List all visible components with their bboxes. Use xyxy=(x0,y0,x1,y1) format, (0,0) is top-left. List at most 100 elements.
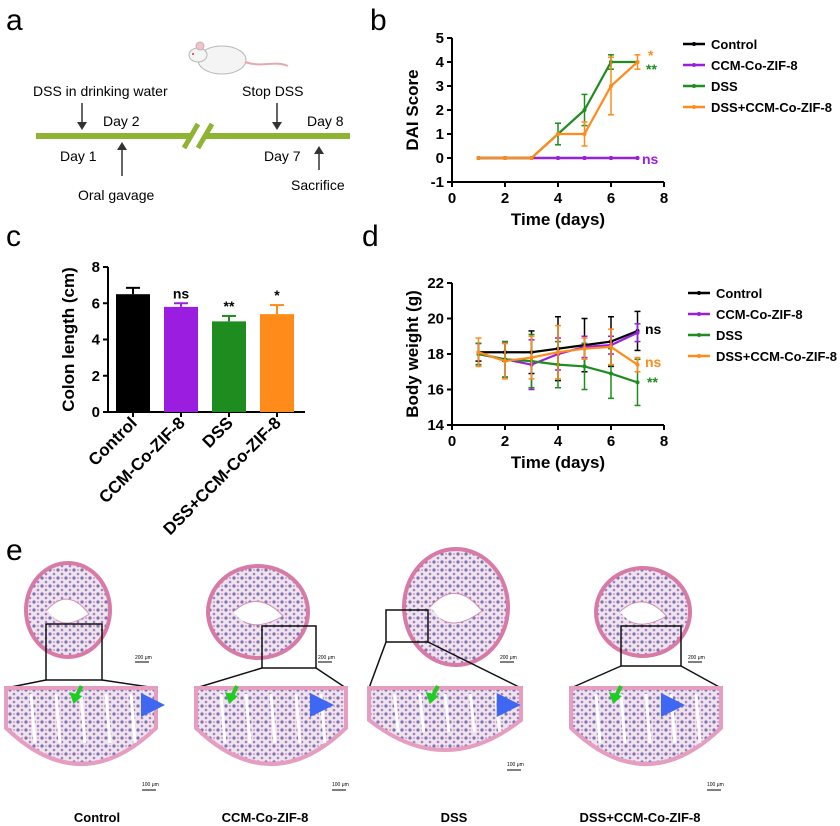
data-point xyxy=(476,350,481,355)
significance-label: * xyxy=(648,47,654,63)
crypt-gap xyxy=(468,693,476,733)
significance-label: ns xyxy=(642,151,659,167)
y-tick-label: 6 xyxy=(92,295,100,312)
x-axis-label: Time (days) xyxy=(511,210,605,229)
histology-caption: DSS xyxy=(441,810,468,825)
green-arrowhead-icon xyxy=(225,692,238,704)
scale-bar-label: 100 μm xyxy=(332,782,349,788)
legend-marker xyxy=(697,312,701,316)
x-tick-label: 0 xyxy=(448,190,456,207)
y-axis-label: Colon length (cm) xyxy=(59,267,78,411)
data-point xyxy=(503,156,507,160)
data-point xyxy=(635,60,640,64)
label-day7: Day 7 xyxy=(264,148,301,164)
label-dss-water: DSS in drinking water xyxy=(33,83,168,99)
scale-bar-label: 200 μm xyxy=(500,655,517,661)
x-tick-label: 4 xyxy=(554,433,563,450)
y-tick-label: 22 xyxy=(427,275,444,292)
scale-bar-label: 200 μm xyxy=(318,655,335,661)
data-point xyxy=(476,156,481,160)
arrow-oral-head xyxy=(117,142,127,150)
label-day8: Day 8 xyxy=(307,113,344,129)
panel-label-a: a xyxy=(6,4,23,37)
y-tick-label: 0 xyxy=(436,150,444,167)
legend-marker xyxy=(692,42,696,46)
histology-caption: DSS+CCM-Co-ZIF-8 xyxy=(580,810,701,825)
zoom-box xyxy=(45,623,103,681)
data-point xyxy=(609,84,613,88)
scale-bar-label: 100 μm xyxy=(507,762,524,768)
y-tick-label: 18 xyxy=(427,346,444,363)
histology-section-3: 200 μm 100 μm DSS+CCM-Co-ZIF-8 xyxy=(569,566,724,825)
legend-marker xyxy=(697,333,701,337)
significance-label: ** xyxy=(224,298,235,314)
magnified-section xyxy=(194,686,348,766)
x-tick-label: 2 xyxy=(501,190,509,207)
crypt-gap xyxy=(594,693,602,744)
arrow-stop-head xyxy=(272,122,282,130)
significance-label: ns xyxy=(173,285,190,301)
zoom-line-right xyxy=(427,641,522,689)
x-tick-label: 4 xyxy=(554,190,563,207)
significance-label: ** xyxy=(647,374,658,390)
data-point xyxy=(609,371,613,376)
legend-marker xyxy=(692,84,696,88)
panel-label-b: b xyxy=(370,4,387,37)
zoom-line-left xyxy=(195,667,263,689)
bar xyxy=(212,321,246,412)
y-tick-label: 5 xyxy=(436,30,444,47)
y-tick-label: 0 xyxy=(92,404,100,421)
label-sacrifice: Sacrifice xyxy=(291,177,345,193)
data-point xyxy=(556,132,560,136)
legend-label: DSS+CCM-Co-ZIF-8 xyxy=(711,100,832,115)
crypt-gap xyxy=(104,693,112,744)
x-tick-label: CCM-Co-ZIF-8 xyxy=(95,413,189,507)
histology-caption: Control xyxy=(74,810,120,825)
panel-label-e: e xyxy=(6,534,23,567)
crypt-gap xyxy=(294,693,302,744)
label-day1: Day 1 xyxy=(60,148,97,164)
legend-label: CCM-Co-ZIF-8 xyxy=(716,307,803,322)
x-tick-label: 8 xyxy=(660,190,668,207)
zoom-line-left xyxy=(570,665,622,689)
crypt-gap xyxy=(694,693,702,744)
magnified-section xyxy=(367,686,523,752)
scale-bar-label: 100 μm xyxy=(142,782,159,788)
panel-label-d: d xyxy=(362,220,379,253)
data-point xyxy=(609,344,613,349)
crypt-gap xyxy=(244,693,252,744)
label-day2: Day 2 xyxy=(103,113,140,129)
y-tick-label: 4 xyxy=(92,332,101,349)
y-tick-label: 16 xyxy=(427,382,444,399)
data-point xyxy=(582,364,587,369)
legend-label: DSS xyxy=(716,328,743,343)
y-tick-label: 2 xyxy=(92,368,100,385)
chart-body-weight: 0 2 4 6 8 14 16 18 20 22 Time (days) Body weight (g… xyxy=(403,275,837,472)
scale-bar-label: 200 μm xyxy=(688,655,705,661)
y-tick-label: 3 xyxy=(436,78,444,95)
x-tick-label: DSS xyxy=(199,413,237,451)
legend-marker xyxy=(697,291,701,295)
data-point xyxy=(556,156,560,160)
x-axis-label: Time (days) xyxy=(511,453,605,472)
y-axis-label: DAI Score xyxy=(403,69,422,150)
y-tick-label: 14 xyxy=(427,417,444,434)
scale-bar-label: 100 μm xyxy=(707,782,724,788)
crypt-gap xyxy=(619,693,627,744)
green-arrowhead-icon xyxy=(425,692,439,704)
timeline-break-1 xyxy=(181,122,201,150)
legend-marker xyxy=(697,354,701,358)
legend-marker xyxy=(692,63,696,67)
data-point xyxy=(582,346,587,351)
histology-section-1: 200 μm 100 μm CCM-Co-ZIF-8 xyxy=(194,564,349,825)
data-point xyxy=(582,132,587,136)
y-tick-label: 20 xyxy=(427,311,444,328)
data-point xyxy=(582,156,587,160)
significance-label: ** xyxy=(646,61,657,77)
lumen xyxy=(429,592,483,624)
y-axis-label: Body weight (g) xyxy=(403,290,422,417)
bar xyxy=(260,314,294,412)
